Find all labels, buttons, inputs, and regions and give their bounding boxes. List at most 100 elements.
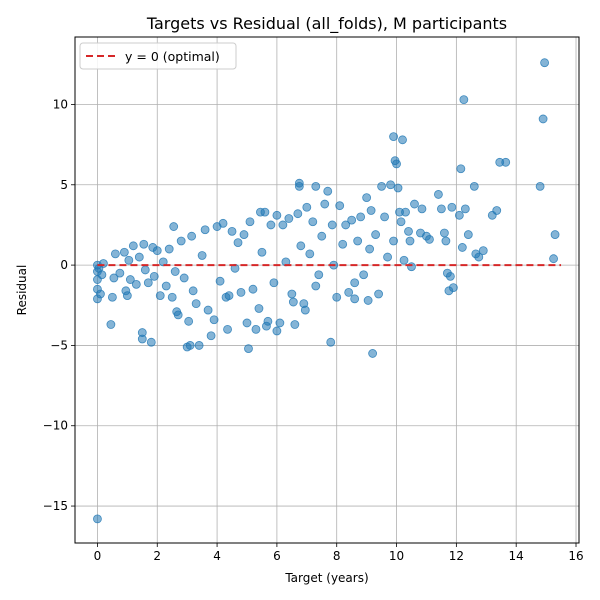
data-point [218, 218, 228, 228]
data-point [140, 265, 150, 275]
data-point [155, 291, 165, 301]
x-tick-label: 10 [389, 549, 404, 563]
data-point [440, 228, 449, 238]
data-point [374, 289, 383, 299]
data-point [272, 326, 282, 336]
x-tick-label: 16 [568, 549, 583, 563]
data-point [407, 262, 416, 272]
data-point [311, 281, 321, 291]
x-tick-label: 12 [449, 549, 464, 563]
data-point [209, 315, 219, 325]
data-point [109, 273, 119, 283]
data-point [119, 247, 129, 257]
y-tick-label: −15 [43, 499, 68, 513]
data-point [459, 95, 469, 105]
y-tick-label: −10 [43, 419, 68, 433]
x-axis-label: Target (years) [284, 571, 368, 585]
data-point [332, 292, 342, 302]
data-point [362, 193, 372, 203]
data-point [314, 270, 324, 280]
data-point [110, 249, 120, 259]
data-point [266, 220, 276, 230]
data-point [287, 289, 297, 299]
data-point [245, 217, 255, 227]
data-point [203, 305, 213, 315]
data-point [161, 281, 171, 291]
data-point [441, 236, 451, 246]
data-point [254, 304, 264, 313]
data-point [347, 215, 357, 225]
data-point [368, 349, 378, 358]
data-point [224, 291, 234, 301]
data-point [125, 275, 135, 284]
data-point [158, 257, 168, 267]
data-point [540, 58, 550, 68]
data-point [371, 230, 381, 239]
data-point [134, 252, 144, 262]
x-tick-label: 14 [509, 549, 524, 563]
data-point [320, 199, 330, 209]
data-point [538, 114, 548, 124]
data-point [311, 181, 321, 191]
data-point [389, 132, 398, 141]
data-point [146, 337, 156, 347]
data-point [170, 267, 180, 276]
data-point [275, 318, 285, 328]
data-point [474, 252, 484, 262]
data-point [448, 283, 458, 292]
data-point [550, 230, 560, 239]
data-point [417, 204, 427, 214]
x-tick-label: 2 [153, 549, 161, 563]
data-point [263, 316, 273, 326]
data-point [188, 286, 198, 296]
data-point [341, 220, 351, 230]
data-point [200, 225, 210, 235]
data-point [392, 159, 401, 169]
data-point [248, 284, 258, 294]
data-point [454, 210, 464, 220]
data-point [242, 318, 252, 328]
x-axis-ticks: 0 2 4 6 8 10 12 14 16 [94, 543, 584, 563]
data-point [185, 341, 195, 350]
data-point [401, 207, 410, 217]
y-tick-label: 5 [60, 178, 68, 192]
data-point [305, 249, 315, 259]
data-point [197, 251, 207, 260]
data-point [350, 294, 360, 304]
plot-frame [74, 36, 580, 544]
data-point [257, 247, 267, 257]
data-point [410, 199, 419, 209]
data-point [425, 234, 434, 244]
data-point [445, 271, 455, 281]
data-point [389, 236, 398, 246]
data-point [244, 344, 253, 354]
data-point [191, 299, 201, 309]
data-point [239, 230, 249, 239]
data-point [107, 292, 117, 302]
data-point [363, 296, 373, 305]
data-point [447, 202, 457, 212]
data-point [478, 246, 488, 256]
data-point [236, 288, 246, 297]
data-point [326, 337, 336, 347]
data-point [300, 305, 310, 315]
legend: y = 0 (optimal) [79, 42, 237, 70]
y-tick-label: −5 [50, 338, 68, 352]
data-point [152, 246, 162, 256]
data-point [124, 255, 134, 265]
data-point [137, 334, 147, 344]
data-point [164, 244, 174, 254]
data-point [99, 259, 108, 268]
data-point [434, 190, 443, 199]
data-point [386, 180, 395, 190]
data-point [290, 320, 300, 329]
data-point [215, 276, 225, 286]
data-point [139, 239, 149, 249]
data-point [260, 207, 270, 217]
data-point [128, 241, 138, 251]
data-point [284, 214, 294, 223]
data-point [366, 206, 376, 215]
y-tick-label: 10 [53, 97, 68, 111]
data-point [269, 278, 279, 288]
